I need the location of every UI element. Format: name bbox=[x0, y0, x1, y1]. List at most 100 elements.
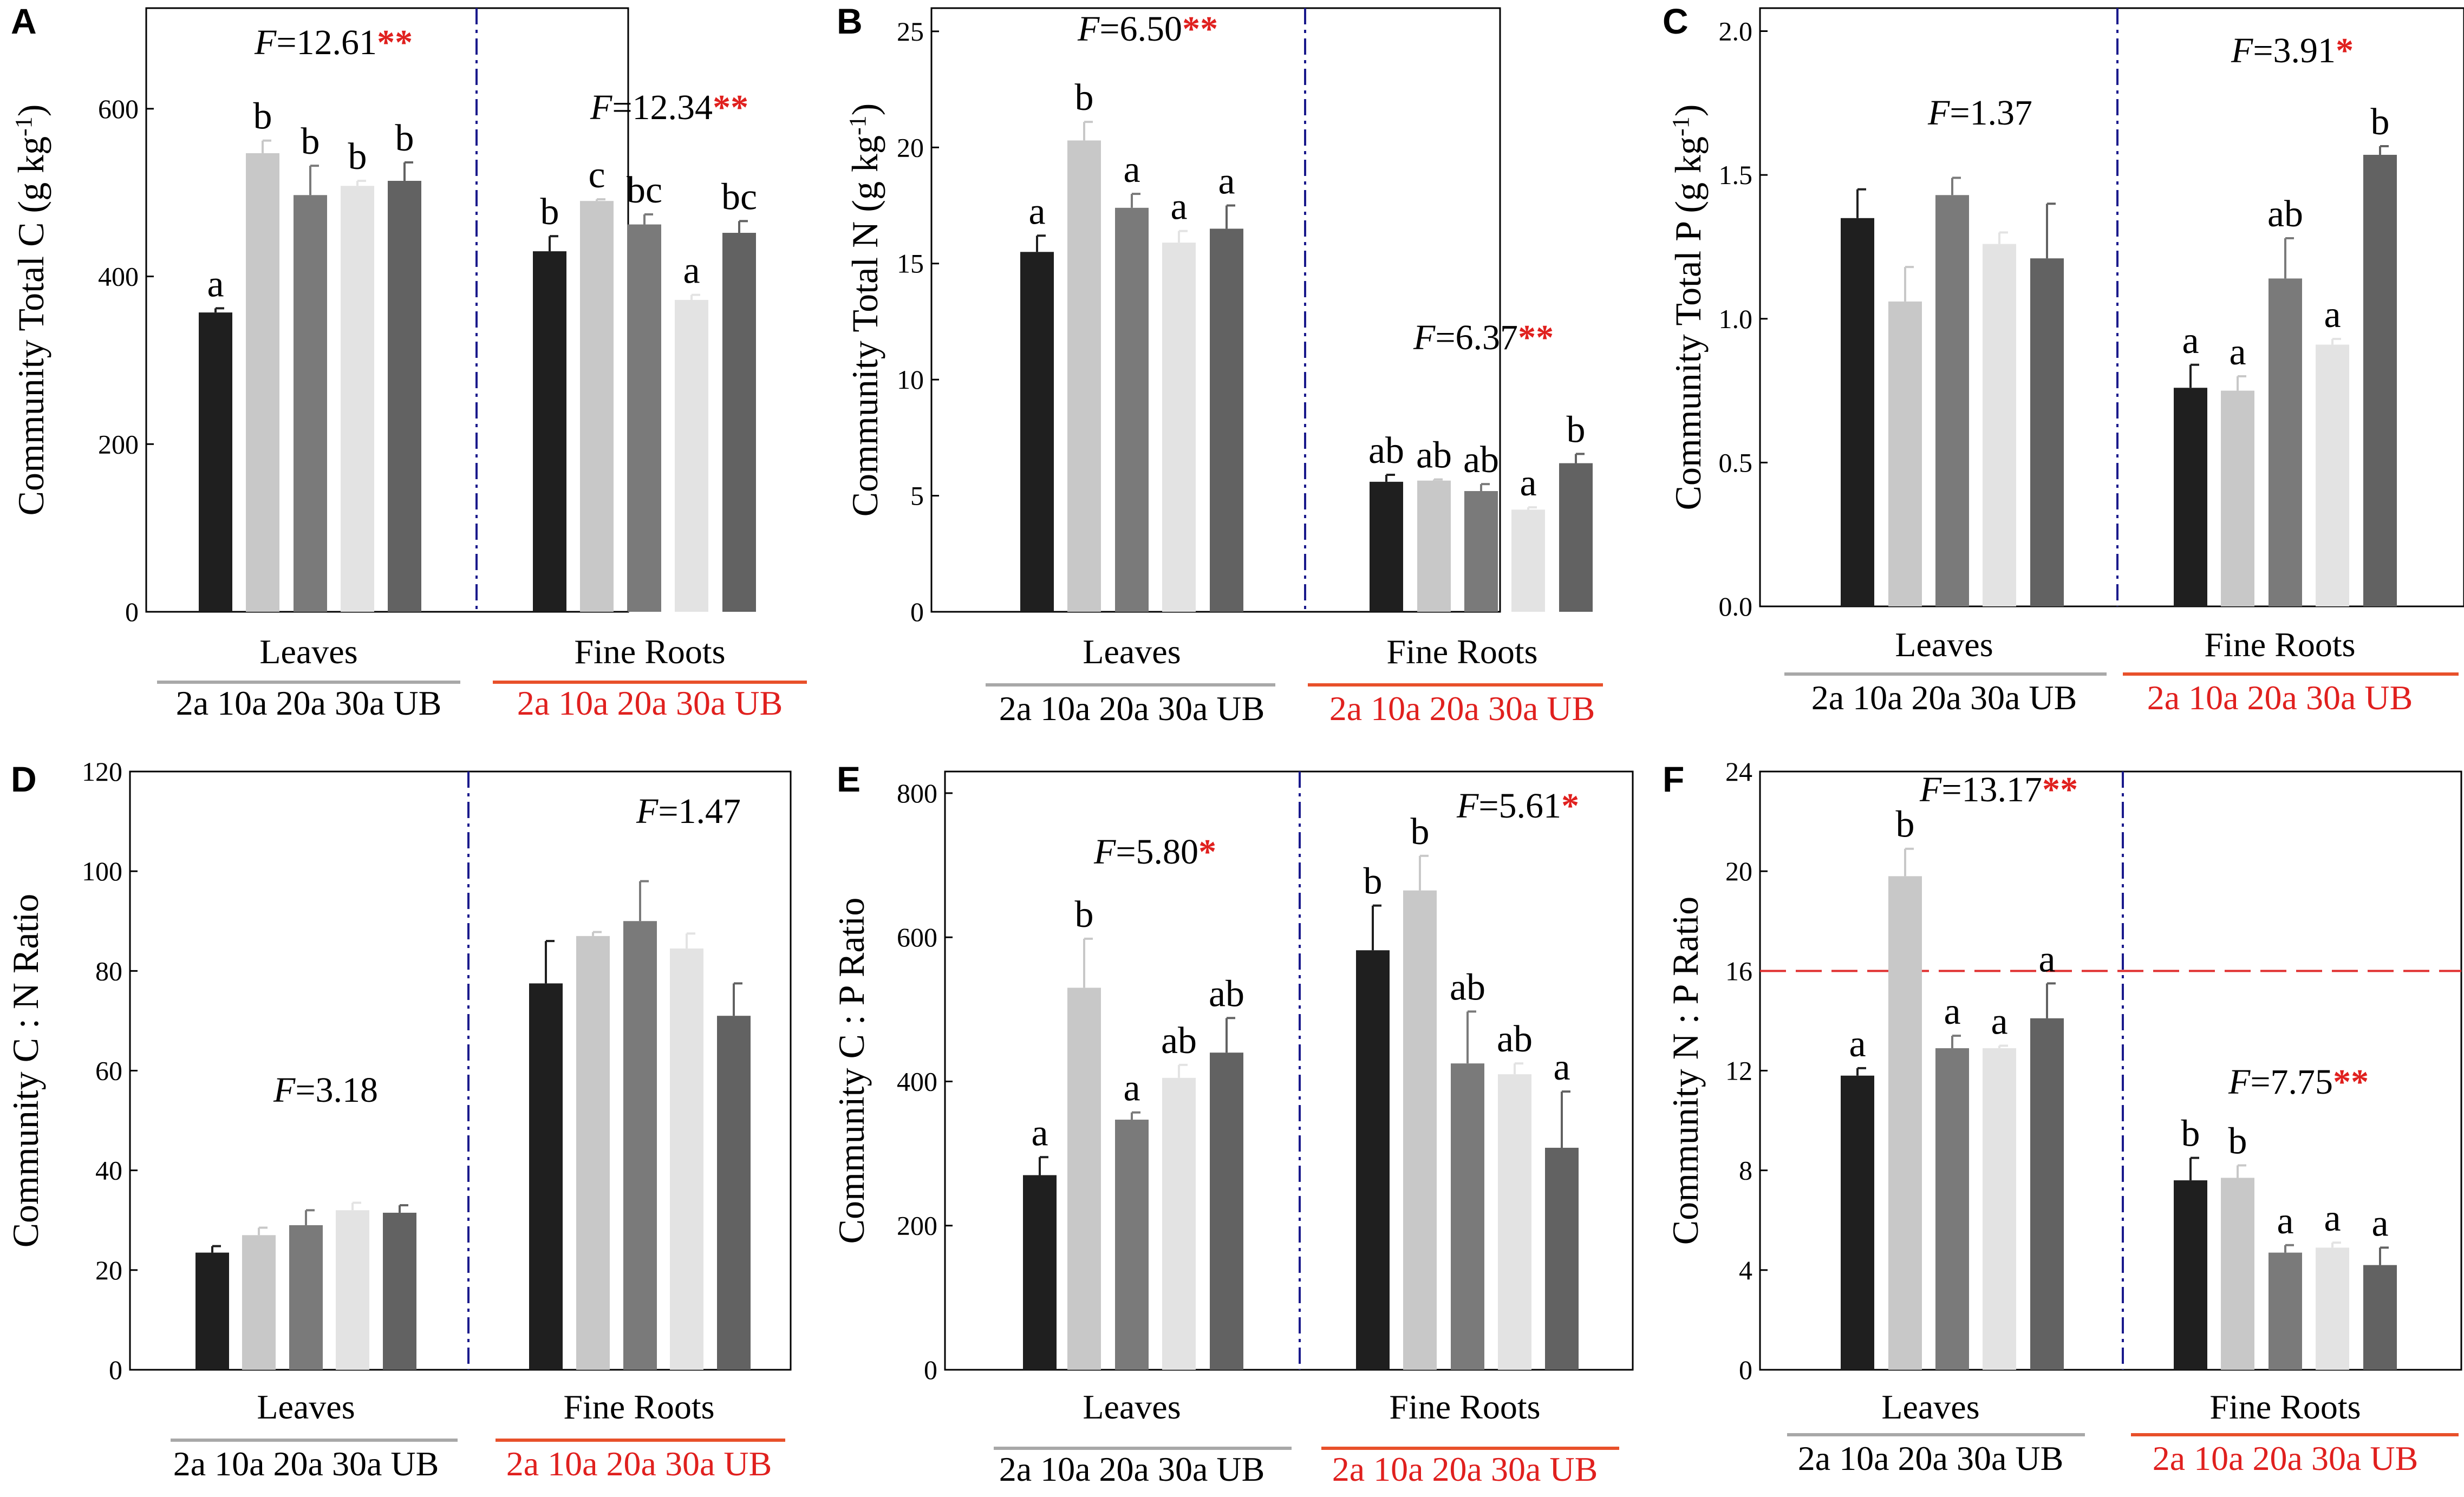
x-category-labels: 2a 10a 20a 30a UB bbox=[173, 1444, 439, 1483]
significance-letter: b bbox=[2181, 1113, 2200, 1155]
f-statistic-value: =3.18 bbox=[295, 1070, 378, 1110]
x-category-10a: 10a bbox=[2180, 678, 2238, 717]
leaves-label: Leaves bbox=[1083, 632, 1181, 671]
f-statistic-symbol: F bbox=[1413, 318, 1436, 357]
x-category-UB: UB bbox=[2361, 1439, 2418, 1478]
bar-20a bbox=[289, 1225, 323, 1370]
bar-30a bbox=[1511, 509, 1545, 612]
y-tick-label: 0.0 bbox=[1719, 591, 1753, 622]
x-category-10a: 10a bbox=[1365, 1450, 1423, 1488]
f-statistic: F=5.80* bbox=[1093, 832, 1216, 872]
y-tick-label: 24 bbox=[1725, 756, 1752, 787]
x-category-10a: 10a bbox=[1032, 1450, 1090, 1488]
bar-20a bbox=[628, 224, 661, 612]
bar-30a bbox=[675, 299, 708, 612]
f-statistic-stars: ** bbox=[1518, 318, 1554, 357]
bar-10a bbox=[1403, 890, 1437, 1370]
panel-letter: C bbox=[1663, 1, 1689, 41]
fine-roots-label: Fine Roots bbox=[2204, 625, 2355, 664]
bar-20a bbox=[1115, 1120, 1149, 1370]
x-category-30a: 30a bbox=[1948, 1439, 2006, 1478]
x-category-30a: 30a bbox=[1479, 689, 1538, 728]
x-category-10a: 10a bbox=[2185, 1439, 2244, 1478]
leaves-bars: abb b b bbox=[199, 96, 421, 612]
x-category-10a: 10a bbox=[1844, 678, 1902, 717]
fine-roots-bars: b ba a a bbox=[2174, 1113, 2397, 1370]
f-statistic: F=6.37** bbox=[1413, 318, 1554, 357]
x-category-labels: 2a 10a 20a 30a UB bbox=[2153, 1439, 2419, 1478]
f-statistic-stars: ** bbox=[2333, 1062, 2369, 1102]
bar-UB bbox=[722, 233, 756, 612]
f-statistic-symbol: F bbox=[2228, 1062, 2251, 1102]
bar-30a bbox=[2316, 344, 2349, 606]
significance-letter: b bbox=[540, 191, 559, 233]
f-statistic-symbol: F bbox=[1456, 786, 1479, 826]
x-category-10a: 10a bbox=[539, 1444, 597, 1483]
y-tick-label: 0 bbox=[125, 597, 139, 627]
bar-UB bbox=[1210, 228, 1243, 612]
x-category-UB: UB bbox=[384, 684, 441, 722]
f-statistic-stars: * bbox=[1198, 832, 1216, 872]
fine-roots-label: Fine Roots bbox=[2209, 1388, 2361, 1426]
x-category-30a: 30a bbox=[656, 1444, 715, 1483]
significance-letter: a bbox=[2324, 294, 2341, 336]
significance-letter: b bbox=[395, 117, 414, 159]
y-tick-label: 120 bbox=[82, 756, 122, 787]
f-statistic-value: =1.47 bbox=[658, 792, 741, 831]
bar-2a bbox=[199, 312, 232, 612]
significance-letter: a bbox=[1849, 1023, 1866, 1065]
f-statistic: F=13.17** bbox=[1919, 770, 2078, 809]
y-tick-label: 20 bbox=[95, 1255, 122, 1285]
x-category-2a: 2a bbox=[517, 684, 550, 722]
x-category-labels: 2a 10a 20a 30a UB bbox=[999, 1450, 1265, 1488]
f-statistic-value: =6.37 bbox=[1435, 318, 1518, 357]
y-axis-label-end: ) bbox=[844, 103, 885, 116]
f-statistic-value: =12.61 bbox=[276, 23, 377, 62]
f-statistic-stars: ** bbox=[1182, 9, 1218, 49]
significance-letter: b bbox=[1411, 811, 1430, 853]
bar-UB bbox=[717, 1016, 751, 1370]
bar-30a bbox=[2316, 1247, 2349, 1370]
x-category-20a: 20a bbox=[1903, 678, 1961, 717]
x-category-labels: 2a 10a 20a 30a UB bbox=[1798, 1439, 2064, 1478]
y-axis-label-main: Community C : P Ratio bbox=[831, 898, 872, 1244]
bar-20a bbox=[1935, 1048, 1969, 1370]
x-category-2a: 2a bbox=[2153, 1439, 2185, 1478]
f-statistic: F=3.18 bbox=[273, 1070, 378, 1110]
f-statistic: F=6.50** bbox=[1077, 9, 1218, 49]
bar-10a bbox=[1888, 301, 1922, 606]
y-tick-label: 1.5 bbox=[1719, 160, 1753, 190]
significance-letter: a bbox=[1123, 149, 1140, 191]
significance-letter: a bbox=[207, 263, 224, 305]
bar-30a bbox=[1162, 1077, 1196, 1370]
y-tick-label: 5 bbox=[910, 481, 924, 511]
bar-30a bbox=[1983, 244, 2016, 606]
x-category-labels: 2a 10a 20a 30a UB bbox=[1811, 678, 2077, 717]
y-tick-label: 0 bbox=[109, 1355, 122, 1385]
y-tick-label: 16 bbox=[1725, 956, 1752, 986]
significance-letter: b bbox=[253, 96, 272, 138]
bar-UB bbox=[388, 181, 421, 612]
bar-30a bbox=[1162, 243, 1196, 612]
x-category-UB: UB bbox=[1538, 689, 1595, 728]
x-category-20a: 20a bbox=[1091, 689, 1149, 728]
bar-30a bbox=[341, 186, 374, 612]
y-tick-label: 8 bbox=[1739, 1155, 1752, 1186]
x-category-UB: UB bbox=[715, 1444, 772, 1483]
f-statistic: F=1.47 bbox=[636, 792, 741, 831]
x-category-30a: 30a bbox=[1482, 1450, 1541, 1488]
significance-letter: b bbox=[1075, 77, 1094, 119]
y-axis-label: Community Total P (g kg-1) bbox=[1667, 104, 1709, 511]
y-tick-label: 20 bbox=[897, 132, 924, 162]
f-statistic-stars: * bbox=[2336, 31, 2354, 70]
significance-letter: a bbox=[1520, 462, 1536, 504]
bar-2a bbox=[1370, 481, 1403, 612]
y-tick-label: 4 bbox=[1739, 1255, 1752, 1285]
y-tick-label: 10 bbox=[897, 364, 924, 395]
